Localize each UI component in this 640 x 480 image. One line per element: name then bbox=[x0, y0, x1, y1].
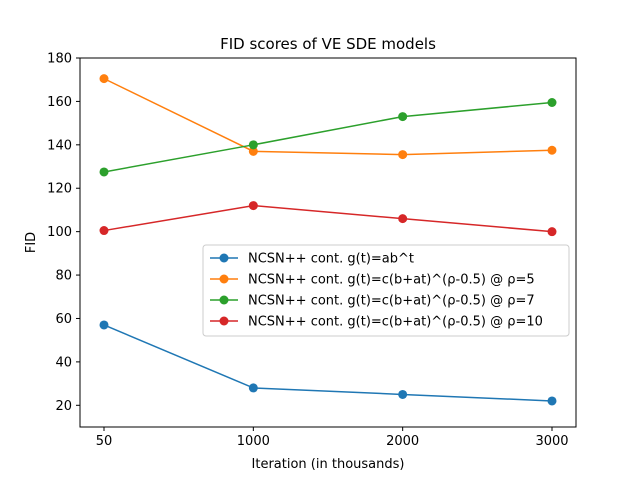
series-4-point bbox=[398, 214, 408, 224]
series-line-3 bbox=[103, 101, 553, 173]
legend-marker-2 bbox=[219, 274, 229, 284]
x-tick-label: 2000 bbox=[386, 434, 419, 449]
legend-marker-4 bbox=[219, 316, 229, 326]
legend-label-3: NCSN++ cont. g(t)=c(b+at)^(ρ-0.5) @ ρ=7 bbox=[248, 294, 535, 309]
series-2-point bbox=[248, 146, 258, 156]
y-tick-label: 100 bbox=[47, 225, 72, 240]
axis-ticks: 50 1000 2000 3000 20 40 60 80 100 120 140 160 180 bbox=[47, 52, 568, 450]
legend-marker-1 bbox=[219, 253, 229, 263]
x-tick-label: 3000 bbox=[535, 434, 568, 449]
series-2-point bbox=[398, 150, 408, 160]
legend-box bbox=[202, 244, 570, 337]
series-2-point bbox=[99, 74, 109, 84]
plot-frame bbox=[79, 57, 577, 428]
legend-label-4: NCSN++ cont. g(t)=c(b+at)^(ρ-0.5) @ ρ=10 bbox=[248, 315, 543, 330]
series-1-point bbox=[398, 389, 408, 399]
legend-label-1: NCSN++ cont. g(t)=ab^t bbox=[248, 252, 414, 267]
y-tick-label: 120 bbox=[47, 182, 72, 197]
series-3-point bbox=[398, 112, 408, 122]
x-tick-label: 50 bbox=[96, 434, 113, 449]
series-line-1 bbox=[103, 324, 553, 402]
y-tick-label: 60 bbox=[55, 312, 72, 327]
x-axis-title: Iteration (in thousands) bbox=[252, 457, 405, 472]
y-tick-label: 180 bbox=[47, 52, 72, 67]
series-1-point bbox=[99, 320, 109, 330]
series-3-point bbox=[248, 140, 258, 150]
legend: NCSN++ cont. g(t)=ab^t NCSN++ cont. g(t)=… bbox=[202, 244, 570, 337]
series-4-point bbox=[547, 227, 557, 237]
y-tick-label: 20 bbox=[55, 399, 72, 414]
series-2-point bbox=[547, 145, 557, 155]
series-line-4 bbox=[103, 204, 553, 233]
chart-title: FID scores of VE SDE models bbox=[220, 35, 436, 53]
legend-label-2: NCSN++ cont. g(t)=c(b+at)^(ρ-0.5) @ ρ=5 bbox=[248, 273, 535, 288]
y-tick-label: 80 bbox=[55, 269, 72, 284]
x-tick-label: 1000 bbox=[237, 434, 270, 449]
series-1-point bbox=[547, 396, 557, 406]
plot-marks bbox=[99, 74, 557, 406]
series-4-point bbox=[248, 201, 258, 211]
y-tick-label: 160 bbox=[47, 95, 72, 110]
y-tick-label: 40 bbox=[55, 355, 72, 370]
series-4-point bbox=[99, 226, 109, 236]
series-3-point bbox=[99, 167, 109, 177]
series-line-2 bbox=[103, 77, 553, 156]
series-1-point bbox=[248, 383, 258, 393]
legend-marker-3 bbox=[219, 295, 229, 305]
series-3-point bbox=[547, 97, 557, 107]
y-tick-label: 140 bbox=[47, 138, 72, 153]
y-axis-title: FID bbox=[24, 232, 39, 253]
